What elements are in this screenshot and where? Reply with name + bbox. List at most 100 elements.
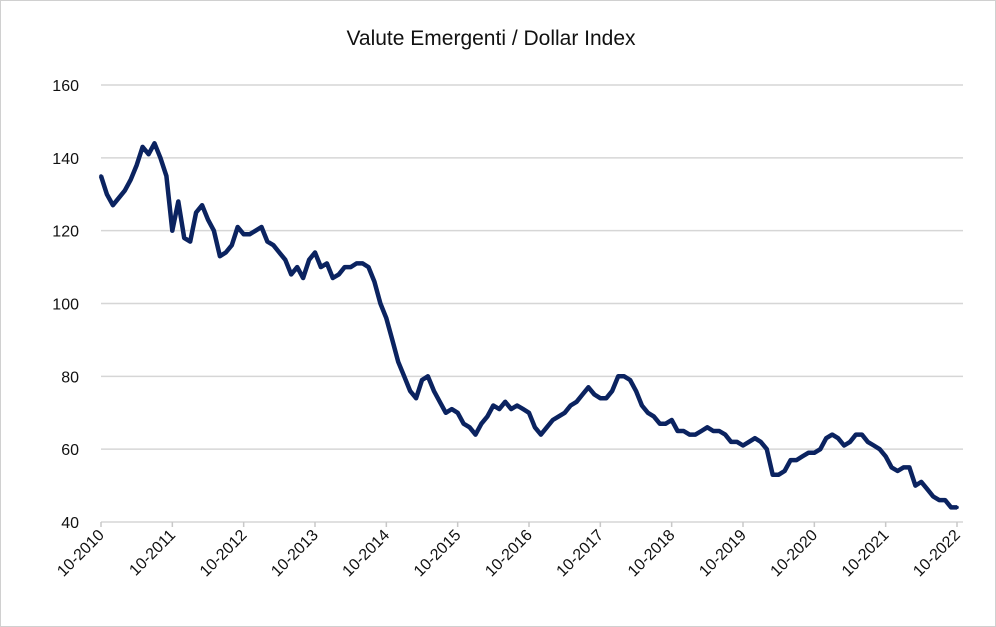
data-point <box>943 498 947 502</box>
data-point <box>919 480 924 484</box>
data-point <box>568 403 573 408</box>
data-point <box>955 505 959 510</box>
x-tick-label: 10-2016 <box>482 527 536 581</box>
data-point <box>99 174 103 178</box>
data-point <box>325 261 329 266</box>
data-point <box>295 265 299 269</box>
data-point <box>170 228 175 233</box>
data-point <box>711 429 716 433</box>
data-point <box>283 258 288 262</box>
data-point <box>336 272 341 277</box>
data-point <box>717 429 722 433</box>
data-point <box>646 410 650 415</box>
data-point <box>812 451 817 455</box>
x-tick-label: 10-2012 <box>197 527 251 581</box>
data-point <box>455 410 460 415</box>
y-tick-label: 120 <box>52 224 79 241</box>
data-point <box>949 505 953 510</box>
data-point <box>449 407 454 411</box>
data-point <box>634 389 638 393</box>
data-point <box>539 432 543 437</box>
data-point <box>907 465 912 470</box>
data-point <box>271 243 276 248</box>
data-point <box>289 272 294 277</box>
gridlines <box>101 84 963 523</box>
data-point <box>937 498 941 502</box>
data-point <box>319 265 323 269</box>
data-point <box>675 429 680 433</box>
data-point <box>146 152 151 156</box>
data-point <box>307 258 311 262</box>
data-point <box>741 443 745 448</box>
data-point <box>687 432 692 437</box>
data-point <box>556 414 561 419</box>
data-point <box>503 400 508 404</box>
data-point <box>259 225 264 229</box>
data-point <box>598 396 603 400</box>
x-tick-label: 10-2018 <box>625 527 679 581</box>
data-point <box>521 407 525 411</box>
data-point <box>533 425 537 430</box>
data-point <box>331 276 335 280</box>
data-point <box>723 432 727 437</box>
data-point <box>580 392 585 397</box>
data-point <box>657 421 662 426</box>
data-point <box>770 472 775 477</box>
data-point <box>604 396 609 400</box>
data-point <box>152 141 157 146</box>
data-point <box>467 425 472 430</box>
data-point <box>188 239 192 244</box>
data-point <box>366 265 371 269</box>
x-tick-label: 10-2019 <box>696 527 750 581</box>
data-point <box>652 414 656 419</box>
data-point <box>461 421 466 426</box>
data-point <box>782 469 787 473</box>
data-point <box>134 163 139 167</box>
data-point <box>360 261 365 266</box>
data-point <box>788 458 793 462</box>
data-point <box>592 392 597 397</box>
y-tick-label: 80 <box>61 369 79 386</box>
data-point <box>235 225 240 229</box>
series-line <box>98 141 957 510</box>
data-point <box>105 192 109 197</box>
data-point <box>390 338 395 342</box>
data-point <box>931 494 936 499</box>
data-point <box>432 389 436 393</box>
data-point <box>164 174 169 178</box>
x-tick-label: 10-2010 <box>54 527 108 581</box>
data-point <box>402 374 406 379</box>
data-point <box>628 378 632 382</box>
data-point <box>384 316 389 320</box>
data-point <box>895 469 900 473</box>
data-point <box>354 261 359 266</box>
data-point <box>378 301 383 306</box>
data-point <box>241 232 246 237</box>
data-point <box>420 378 424 382</box>
data-point <box>663 421 668 426</box>
data-point <box>705 425 710 430</box>
data-point <box>925 487 930 492</box>
data-point <box>348 265 353 269</box>
data-point <box>426 374 430 379</box>
data-point <box>913 483 918 488</box>
data-point <box>218 254 222 258</box>
data-point <box>800 454 805 459</box>
data-point <box>889 465 894 470</box>
data-point <box>313 250 317 255</box>
data-point <box>277 250 282 255</box>
plot-area <box>98 141 959 510</box>
data-point <box>117 196 121 200</box>
data-point <box>443 410 448 415</box>
data-point <box>408 389 412 393</box>
data-point <box>194 210 198 215</box>
data-point <box>753 436 757 441</box>
data-point <box>901 465 906 470</box>
data-point <box>747 440 751 444</box>
x-tick-label: 10-2022 <box>910 527 964 581</box>
y-axis: 40 60 80 100 120 140 160 <box>52 78 79 532</box>
x-axis: 10-2010 10-2011 10-2012 10-2013 10-2014 10-20… <box>54 522 964 580</box>
data-point <box>111 203 115 207</box>
data-point <box>830 432 834 437</box>
